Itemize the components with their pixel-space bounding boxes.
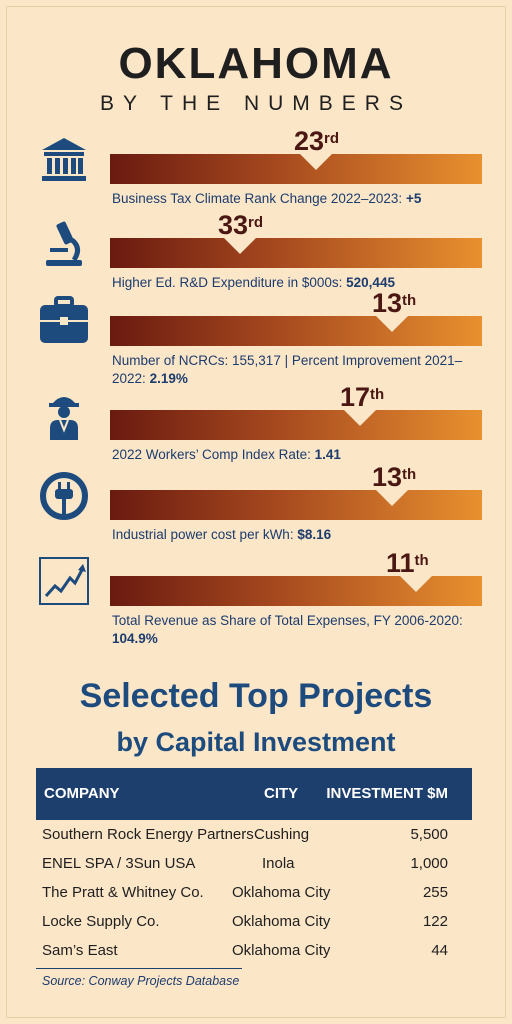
bank-building-icon xyxy=(42,138,86,181)
rank-bar xyxy=(110,410,482,440)
cell-city: Oklahoma City xyxy=(232,913,331,930)
rank-label: Business Tax Climate Rank Change 2022–20… xyxy=(112,191,422,206)
rank-marker xyxy=(344,410,376,426)
cell-company: The Pratt & Whitney Co. xyxy=(42,884,204,901)
ranking-row: 23rd Business Tax Climate Rank Change 20… xyxy=(0,126,512,214)
rank-marker xyxy=(376,316,408,332)
source-note: Source: Conway Projects Database xyxy=(42,974,240,988)
cell-company: Southern Rock Energy Partners xyxy=(42,826,254,843)
briefcase-icon xyxy=(40,296,88,343)
rank-marker xyxy=(400,576,432,592)
header-city: CITY xyxy=(264,785,299,802)
cell-investment: 1,000 xyxy=(410,855,448,872)
rank-bar xyxy=(110,238,482,268)
rank-bar xyxy=(110,316,482,346)
cell-city: Oklahoma City xyxy=(232,942,331,959)
projects-title: Selected Top Projects xyxy=(79,677,433,715)
cell-city: Inola xyxy=(262,855,295,872)
table-row: Sam’s East Oklahoma City 44 xyxy=(36,938,472,966)
cell-investment: 5,500 xyxy=(410,826,448,843)
rank-bar xyxy=(110,490,482,520)
header-investment: INVESTMENT $M xyxy=(326,785,448,802)
rank-value: 13th xyxy=(372,462,417,492)
projects-subtitle: by Capital Investment xyxy=(116,727,396,757)
table-row: Southern Rock Energy Partners Cushing 5,… xyxy=(36,822,472,850)
cell-company: Locke Supply Co. xyxy=(42,913,160,930)
rank-label: Number of NCRCs: 155,317 | Percent Impro… xyxy=(112,353,463,386)
rank-label: Higher Ed. R&D Expenditure in $000s: 520… xyxy=(112,275,395,290)
rank-value: 23rd xyxy=(294,126,340,156)
rank-value: 13th xyxy=(372,288,417,318)
line-chart-icon xyxy=(39,557,89,605)
ranking-row: 11th Total Revenue as Share of Total Exp… xyxy=(0,548,512,646)
ranking-row: 13th Number of NCRCs: 155,317 | Percent … xyxy=(0,288,512,386)
rank-value: 11th xyxy=(386,548,429,578)
cell-company: ENEL SPA / 3Sun USA xyxy=(42,855,196,872)
table-row: ENEL SPA / 3Sun USA Inola 1,000 xyxy=(36,851,472,879)
ranking-row: 13th Industrial power cost per kWh: $8.1… xyxy=(0,462,512,550)
table-row: The Pratt & Whitney Co. Oklahoma City 25… xyxy=(36,880,472,908)
cell-city: Oklahoma City xyxy=(232,884,331,901)
page-subtitle: BY THE NUMBERS xyxy=(100,92,412,115)
power-plug-icon xyxy=(40,472,88,520)
ranking-row: 33rd Higher Ed. R&D Expenditure in $000s… xyxy=(0,210,512,298)
page-frame xyxy=(6,6,506,1018)
rank-value: 33rd xyxy=(218,210,264,240)
ranking-row: 17th 2022 Workers’ Comp Index Rate: 1.41 xyxy=(0,382,512,470)
source-divider xyxy=(36,968,242,969)
rank-marker xyxy=(224,238,256,254)
header-company: COMPANY xyxy=(44,785,120,802)
cell-investment: 122 xyxy=(422,913,448,930)
microscope-icon xyxy=(46,221,82,266)
page-title: OKLAHOMA xyxy=(118,39,394,88)
rank-label: 2022 Workers’ Comp Index Rate: 1.41 xyxy=(112,447,341,462)
table-row: Locke Supply Co. Oklahoma City 122 xyxy=(36,909,472,937)
cell-investment: 255 xyxy=(422,884,448,901)
construction-worker-icon xyxy=(49,397,79,440)
rank-label: Industrial power cost per kWh: $8.16 xyxy=(112,527,332,542)
table-header: COMPANY CITY INVESTMENT $M xyxy=(36,768,472,820)
cell-city: Cushing xyxy=(254,826,310,843)
rank-marker xyxy=(300,154,332,170)
rank-value: 17th xyxy=(340,382,385,412)
cell-company: Sam’s East xyxy=(42,942,118,959)
rank-label: Total Revenue as Share of Total Expenses… xyxy=(112,613,463,646)
rank-marker xyxy=(376,490,408,506)
rank-bar xyxy=(110,154,482,184)
cell-investment: 44 xyxy=(431,942,448,959)
